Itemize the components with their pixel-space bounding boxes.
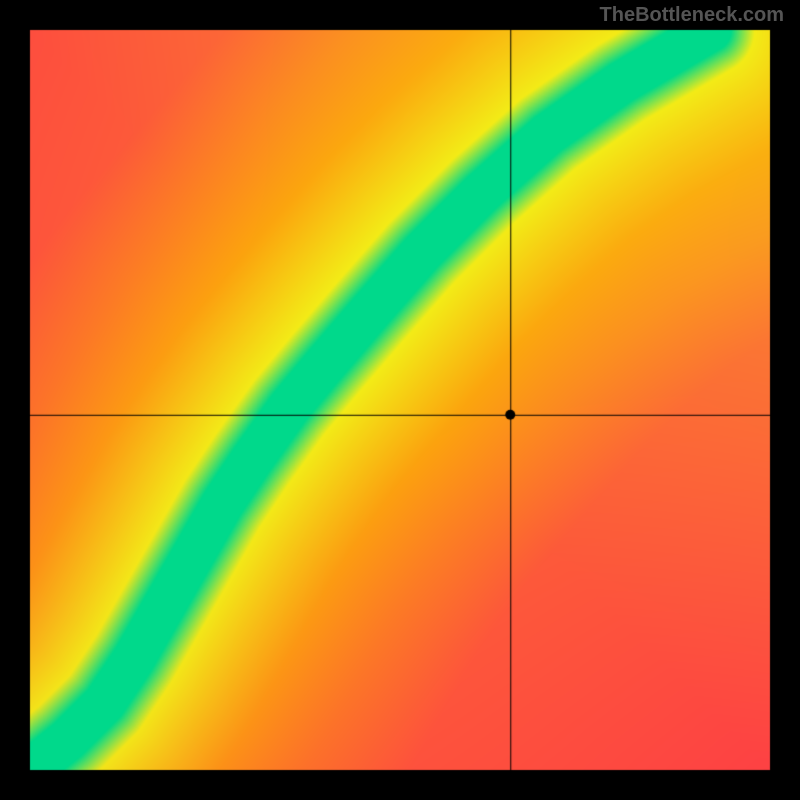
heatmap-canvas [0, 0, 800, 800]
chart-container: TheBottleneck.com [0, 0, 800, 800]
watermark-text: TheBottleneck.com [600, 4, 784, 27]
